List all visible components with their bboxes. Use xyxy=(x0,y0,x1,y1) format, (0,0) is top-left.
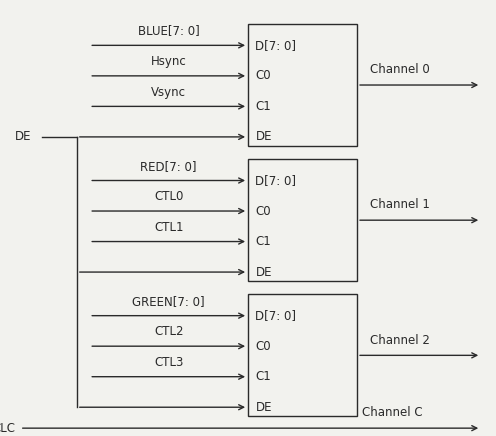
Text: Channel 2: Channel 2 xyxy=(370,334,430,347)
Text: DE: DE xyxy=(255,266,272,279)
Text: CTL2: CTL2 xyxy=(154,325,184,338)
Text: D[7: 0]: D[7: 0] xyxy=(255,174,297,187)
Bar xyxy=(248,294,357,416)
Text: BLUE[7: 0]: BLUE[7: 0] xyxy=(138,24,199,37)
Text: DE: DE xyxy=(255,130,272,143)
Text: C1: C1 xyxy=(255,235,271,248)
Text: C1: C1 xyxy=(255,100,271,113)
Text: D[7: 0]: D[7: 0] xyxy=(255,39,297,52)
Text: DE: DE xyxy=(255,401,272,414)
Text: Hsync: Hsync xyxy=(151,55,186,68)
Text: CTL0: CTL0 xyxy=(154,190,184,203)
Text: CLC: CLC xyxy=(0,422,15,435)
Text: C1: C1 xyxy=(255,370,271,383)
Text: GREEN[7: 0]: GREEN[7: 0] xyxy=(132,295,205,308)
Bar xyxy=(248,24,357,146)
Bar xyxy=(248,159,357,281)
Text: DE: DE xyxy=(15,130,31,143)
Text: C0: C0 xyxy=(255,340,271,353)
Text: Channel 0: Channel 0 xyxy=(370,63,429,76)
Text: CTL1: CTL1 xyxy=(154,221,184,234)
Text: RED[7: 0]: RED[7: 0] xyxy=(140,160,197,173)
Text: D[7: 0]: D[7: 0] xyxy=(255,309,297,322)
Text: C0: C0 xyxy=(255,204,271,218)
Text: Channel C: Channel C xyxy=(362,406,423,419)
Text: CTL3: CTL3 xyxy=(154,356,184,369)
Text: Channel 1: Channel 1 xyxy=(370,198,430,211)
Text: Vsync: Vsync xyxy=(151,85,186,99)
Text: C0: C0 xyxy=(255,69,271,82)
